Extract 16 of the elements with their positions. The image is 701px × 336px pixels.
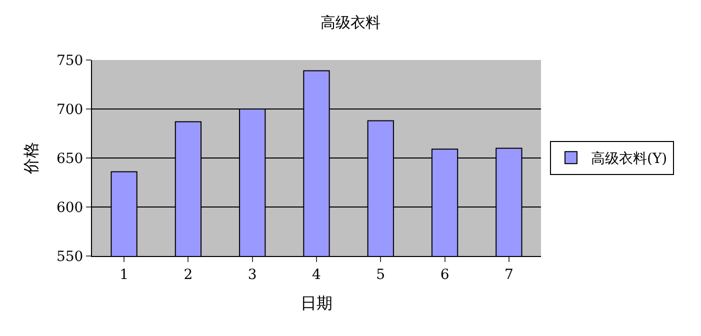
chart-title: 高级衣料 (320, 13, 380, 32)
x-tick-label: 6 (440, 266, 450, 283)
x-tick-label: 3 (248, 266, 257, 283)
x-tick-label: 2 (184, 266, 193, 283)
y-axis-title: 价格 (21, 142, 40, 175)
y-tick-label: 750 (56, 52, 84, 69)
x-tick-label: 7 (504, 266, 514, 283)
x-axis-title: 日期 (300, 294, 332, 312)
x-tick-label: 1 (120, 266, 129, 283)
y-tick-label: 600 (56, 200, 84, 216)
x-tick-label: 4 (312, 266, 322, 283)
y-tick-label: 650 (56, 150, 84, 167)
y-tick-label: 700 (56, 102, 84, 118)
x-tick-label: 5 (376, 266, 386, 283)
legend-label: 高级衣料(Y) (590, 151, 668, 168)
y-tick-label: 550 (56, 248, 84, 265)
